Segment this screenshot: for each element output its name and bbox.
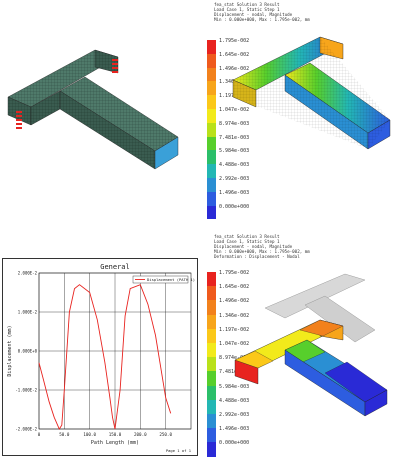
scale-label: 1.496e-003 [219, 189, 250, 196]
header-line: fea_stat Solution 3 Result [214, 234, 280, 239]
scale-swatch [207, 122, 216, 137]
x-tick-label: 150.0 [109, 432, 122, 437]
constraint-icon [16, 59, 118, 129]
scale-swatch [207, 150, 216, 165]
scale-label: 1.645e-002 [219, 284, 250, 291]
header-line: Load Case 1, Static Step 1 [214, 7, 280, 12]
chart-panel[interactable]: General 0 50.0 100.0 150.0 200.0 250.0 2.000E-2… [2, 258, 198, 456]
scale-label: 1.197e-002 [219, 326, 250, 333]
scale-label: 1.346e-002 [219, 312, 250, 319]
scale-label: 2.992e-003 [219, 412, 250, 418]
scale-label: 0.000e+000 [219, 440, 250, 447]
header-line: Min : 0.000e+000, Max : 1.795e-002, mm [214, 17, 310, 22]
scale-label: 1.496e-003 [219, 426, 250, 433]
scale-swatch [207, 385, 216, 400]
scale-swatch [207, 328, 216, 343]
scale-label: 7.481e-003 [219, 134, 250, 141]
scale-swatch [207, 53, 216, 68]
scale-swatch [207, 164, 216, 178]
legend-label: Displacement (PATH 1) [147, 277, 195, 282]
stem-end-face [154, 136, 179, 170]
scale-label: 8.974e-003 [219, 120, 250, 127]
chart-title: General [100, 263, 130, 271]
scale-swatch [207, 300, 216, 315]
deformed-model-bottom [234, 273, 388, 417]
scale-swatch [207, 109, 216, 123]
scale-swatch [207, 205, 216, 220]
scale-label: 1.047e-002 [219, 341, 250, 347]
x-tick-label: 250.0 [159, 432, 172, 437]
scale-swatch [207, 67, 216, 82]
scale-swatch [207, 414, 216, 429]
scale-label: 1.645e-002 [219, 51, 250, 58]
scale-swatch [207, 343, 216, 358]
scale-swatch [207, 136, 216, 151]
scale-swatch [207, 286, 216, 301]
scale-label: 1.795e-002 [219, 38, 250, 44]
header-line: Displacement - nodal, Magnitude [214, 244, 293, 249]
result-view-bottom[interactable]: fea_stat Solution 3 Result Load Case 1, … [200, 230, 400, 461]
y-axis-label: Displacement (mm) [7, 325, 13, 376]
scale-swatch [207, 191, 216, 206]
scale-swatch [207, 272, 216, 287]
scale-label: 5.984e-003 [219, 383, 250, 390]
scale-label: 5.984e-003 [219, 148, 250, 155]
scale-label: 4.488e-003 [219, 397, 250, 404]
scale-swatch [207, 95, 216, 109]
x-tick-label: 100.0 [83, 432, 96, 437]
scale-swatch [207, 81, 216, 96]
header-line: Min : 0.000e+000, Max : 1.795e-002, mm [214, 249, 310, 254]
scale-swatch [207, 357, 216, 372]
scale-swatch [207, 442, 216, 457]
scale-label: 8.974e-003 [219, 355, 250, 362]
x-tick-label: 50.0 [59, 432, 70, 437]
x-axis-label: Path Length (mm) [91, 440, 139, 446]
scale-swatch [207, 40, 216, 54]
y-tick-label: -1.000E-2 [15, 388, 37, 393]
header-line: Deformation : Displacement - Nodal [214, 254, 300, 259]
result-view-top[interactable]: fea_stat Solution 3 Result Load Case 1, … [200, 0, 400, 230]
scale-label: 4.488e-003 [219, 162, 250, 169]
scale-swatch [207, 371, 216, 386]
y-tick-label: 0.000E+0 [18, 349, 38, 354]
header-line: Displacement - nodal, Magnitude [214, 12, 293, 17]
page-label: Page 1 of 1 [166, 448, 192, 453]
header-line: Load Case 1, Static Step 1 [214, 239, 280, 244]
scale-label: 0.000e+000 [219, 203, 250, 210]
color-scale-bottom: 1.795e-002 1.645e-002 1.496e-002 1.346e-002… [207, 270, 267, 458]
x-tick-label: 200.0 [134, 432, 147, 437]
legend-box [132, 275, 189, 284]
y-tick-label: -2.000E-2 [15, 427, 37, 432]
scale-label: 2.992e-003 [219, 176, 250, 182]
x-tick-label: 0 [38, 432, 41, 437]
scale-label: 1.795e-002 [219, 270, 250, 276]
scale-swatch [207, 428, 216, 443]
scale-label: 7.481e-003 [219, 369, 250, 376]
scale-label: 1.496e-002 [219, 65, 250, 72]
scale-swatch [207, 314, 216, 329]
color-scale-top: 1.795e-0021.645e-0021.496e-0021.346e-002… [207, 38, 267, 220]
scale-swatch [207, 178, 216, 192]
deformed-model-top [232, 36, 391, 150]
scale-label: 1.047e-002 [219, 107, 250, 113]
model-view-constraints[interactable] [0, 25, 200, 200]
series-line [38, 284, 172, 430]
header-line: fea_stat Solution 3 Result [214, 2, 280, 7]
scale-label: 1.496e-002 [219, 298, 250, 305]
y-tick-label: 1.000E-2 [18, 310, 38, 315]
scale-swatch [207, 399, 216, 414]
line-chart: General 0 50.0 100.0 150.0 200.0 250.0 2.000E-2… [7, 263, 195, 453]
y-tick-label: 2.000E-2 [18, 271, 38, 276]
